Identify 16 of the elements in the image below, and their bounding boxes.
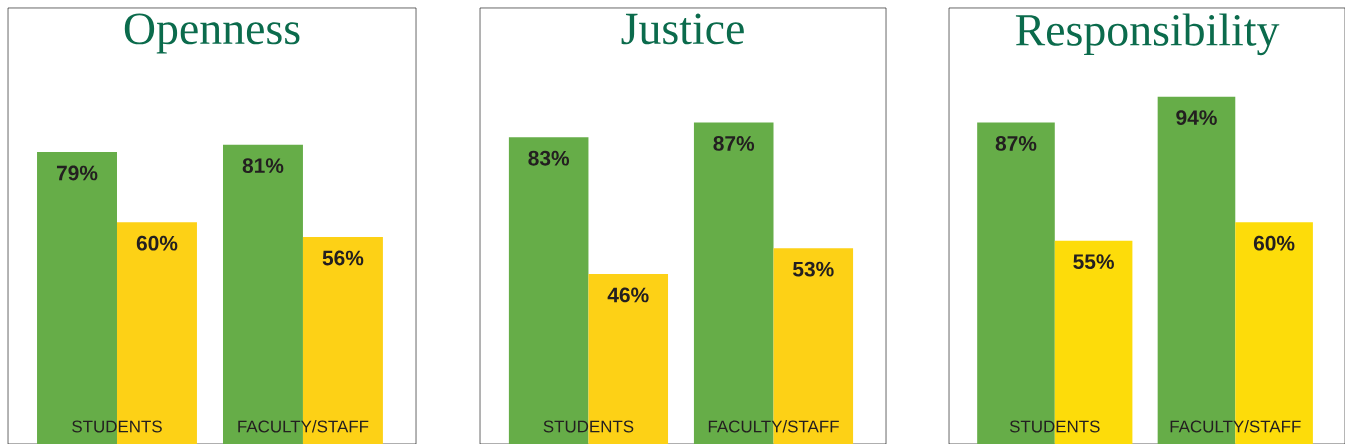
data-label: 46% bbox=[607, 287, 649, 303]
data-label: 60% bbox=[136, 235, 178, 251]
chart-title: Openness bbox=[124, 13, 300, 54]
data-label: 53% bbox=[793, 261, 834, 277]
x-tick-label: STUDENTS bbox=[72, 420, 162, 433]
chart-title: Responsibility bbox=[1015, 13, 1280, 56]
data-label: 87% bbox=[995, 136, 1037, 151]
data-label: 55% bbox=[1073, 254, 1114, 270]
data-label: 79% bbox=[56, 165, 98, 181]
data-label: 94% bbox=[1176, 110, 1217, 125]
data-label: 83% bbox=[528, 150, 570, 166]
chart-title: Justice bbox=[621, 13, 744, 45]
data-label: 81% bbox=[242, 158, 284, 174]
data-label: 60% bbox=[1253, 235, 1295, 251]
data-label: 87% bbox=[713, 136, 755, 151]
data-label: 56% bbox=[322, 250, 364, 266]
